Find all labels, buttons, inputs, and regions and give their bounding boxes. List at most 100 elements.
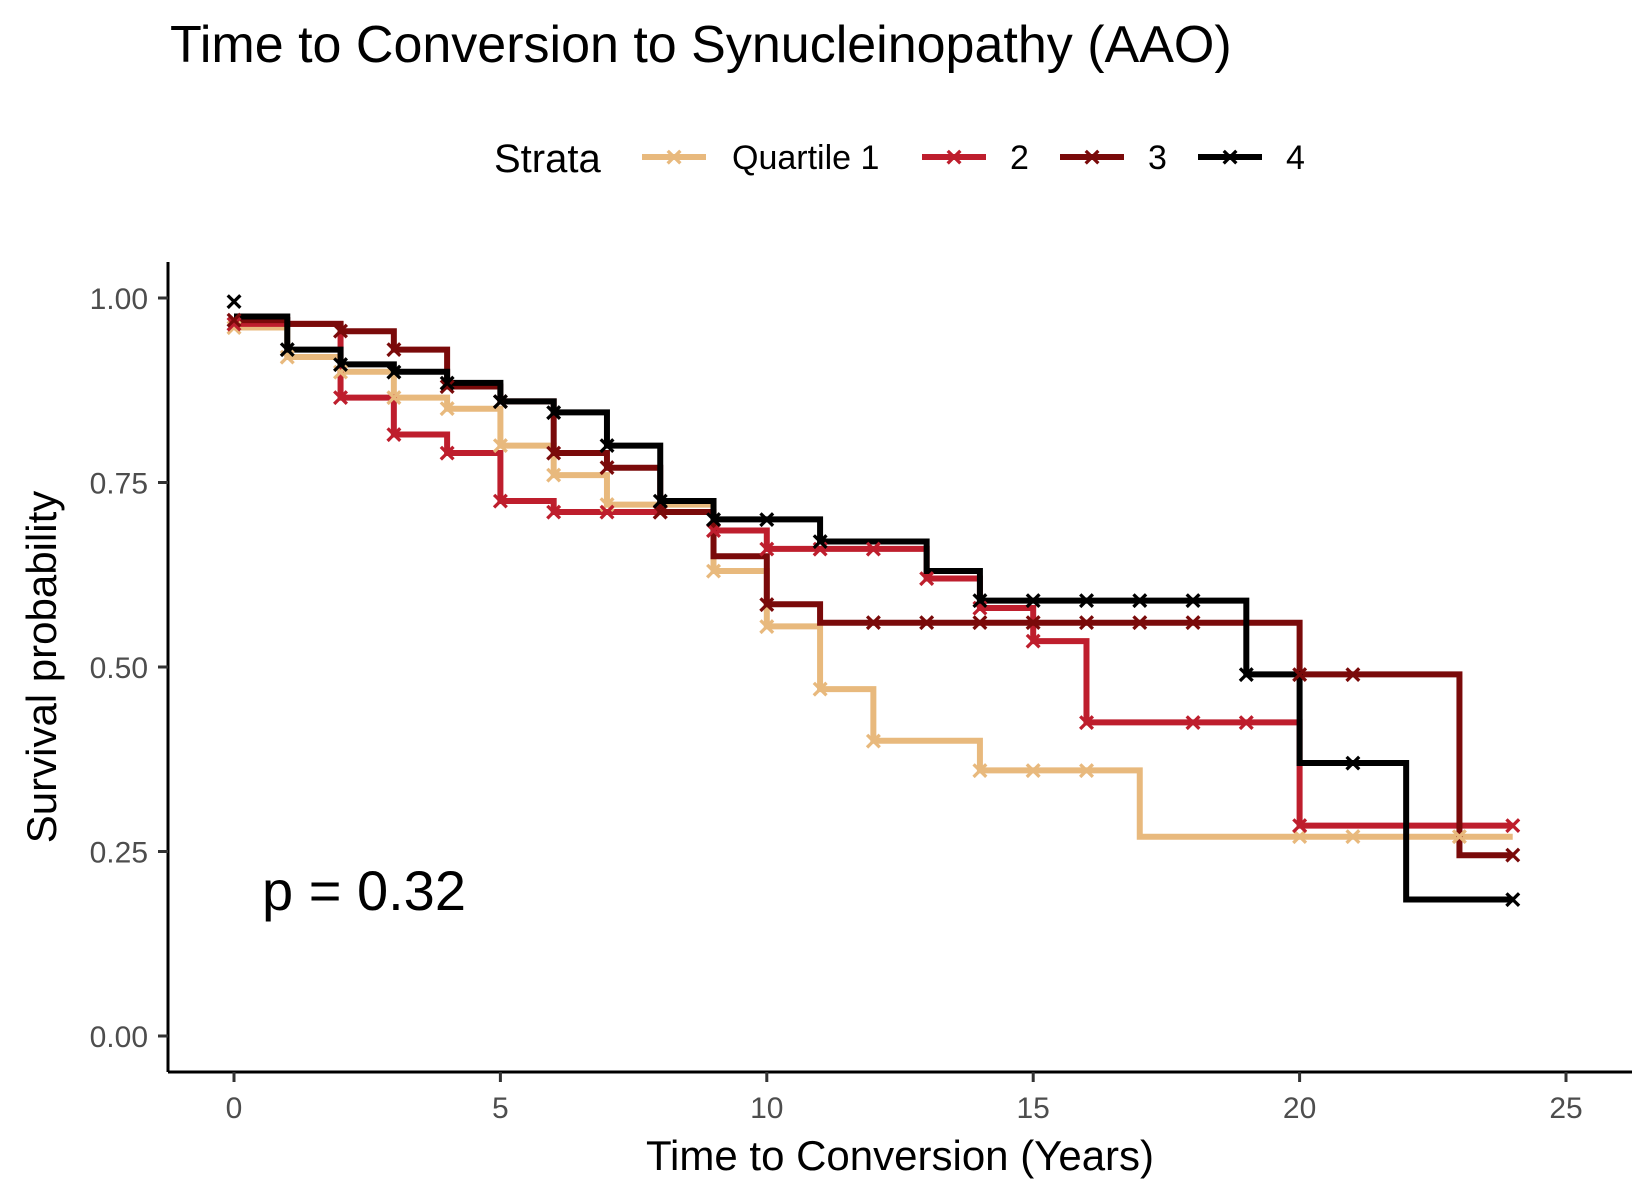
x-tick-label: 25 bbox=[1549, 1092, 1582, 1125]
censor-mark: × bbox=[545, 437, 563, 470]
censor-mark: × bbox=[332, 382, 350, 415]
censor-mark: × bbox=[865, 607, 883, 640]
censor-mark: × bbox=[811, 533, 829, 566]
censor-mark: × bbox=[332, 356, 350, 389]
legend-key-mark: × bbox=[1221, 141, 1239, 174]
x-tick-label: 5 bbox=[492, 1092, 509, 1125]
censor-mark: × bbox=[1184, 706, 1202, 739]
censor-mark: × bbox=[385, 356, 403, 389]
censor-mark: × bbox=[811, 673, 829, 706]
censor-mark: × bbox=[279, 341, 297, 374]
x-tick-label: 20 bbox=[1283, 1092, 1316, 1125]
censor-mark: × bbox=[332, 348, 350, 381]
y-tick-label: 1.00 bbox=[90, 283, 148, 316]
censor-mark: × bbox=[598, 496, 616, 529]
censor-mark: × bbox=[492, 385, 510, 418]
censor-mark: × bbox=[971, 607, 989, 640]
censor-mark: × bbox=[225, 308, 243, 341]
censor-mark: × bbox=[279, 334, 297, 367]
censor-mark: × bbox=[1504, 810, 1522, 843]
censor-mark: × bbox=[865, 725, 883, 758]
censor-mark: × bbox=[651, 485, 669, 518]
chart-title: Time to Conversion to Synucleinopathy (A… bbox=[170, 16, 1232, 74]
censor-mark: × bbox=[651, 496, 669, 529]
censor-mark: × bbox=[438, 371, 456, 404]
censor-mark: × bbox=[1024, 607, 1042, 640]
censor-mark: × bbox=[758, 588, 776, 621]
legend-key-mark: × bbox=[1083, 141, 1101, 174]
legend-label-1: Quartile 1 bbox=[732, 139, 879, 177]
censor-mark: × bbox=[438, 393, 456, 426]
censor-mark: × bbox=[758, 503, 776, 536]
censor-mark: × bbox=[598, 452, 616, 485]
legend: Strata × Quartile 1 × 2 × 3 × 4 bbox=[494, 137, 1305, 181]
censor-mark: × bbox=[1504, 839, 1522, 872]
y-tick-label: 0.25 bbox=[90, 837, 148, 870]
censor-mark: × bbox=[758, 610, 776, 643]
censor-mark: × bbox=[1078, 754, 1096, 787]
censor-mark: × bbox=[225, 286, 243, 319]
y-tick-label: 0.00 bbox=[90, 1021, 148, 1054]
censor-mark: × bbox=[865, 533, 883, 566]
censor-mark: × bbox=[545, 459, 563, 492]
y-tick-label: 0.50 bbox=[90, 652, 148, 685]
plot-area: ×× ×× ××××××××× × ×× × ×××××× × × ××× × ××××× × ×× ×× ×… bbox=[90, 262, 1632, 1125]
censor-mark: × bbox=[918, 607, 936, 640]
censor-mark: × bbox=[1024, 625, 1042, 658]
censor-mark: × bbox=[492, 430, 510, 463]
censor-mark: × bbox=[598, 430, 616, 463]
y-tick-label: 0.75 bbox=[90, 468, 148, 501]
legend-key-mark: × bbox=[945, 141, 963, 174]
censor-mark: × bbox=[971, 585, 989, 618]
legend-label-2: 2 bbox=[1010, 139, 1029, 177]
y-axis-title: Survival probability bbox=[18, 491, 65, 844]
censor-mark: × bbox=[1451, 821, 1469, 854]
censor-mark: × bbox=[971, 592, 989, 625]
censor-mark: × bbox=[1131, 585, 1149, 618]
censor-mark: × bbox=[918, 562, 936, 595]
censor-mark: × bbox=[225, 304, 243, 337]
x-axis-title: Time to Conversion (Years) bbox=[646, 1132, 1154, 1179]
censor-mark: × bbox=[1291, 821, 1309, 854]
censor-mark: × bbox=[492, 385, 510, 418]
legend-key-mark: × bbox=[665, 141, 683, 174]
series-line-4 bbox=[234, 313, 1513, 903]
censor-mark: × bbox=[1131, 607, 1149, 640]
legend-title: Strata bbox=[494, 137, 601, 181]
censor-mark: × bbox=[1184, 607, 1202, 640]
x-tick-label: 0 bbox=[226, 1092, 243, 1125]
censor-mark: × bbox=[705, 503, 723, 536]
x-tick-label: 10 bbox=[750, 1092, 783, 1125]
censor-mark: × bbox=[1024, 585, 1042, 618]
legend-label-3: 3 bbox=[1148, 139, 1167, 177]
censor-mark: × bbox=[971, 754, 989, 787]
censor-mark: × bbox=[1504, 883, 1522, 916]
censor-mark: × bbox=[385, 382, 403, 415]
censor-mark: × bbox=[332, 315, 350, 348]
censor-mark: × bbox=[1344, 747, 1362, 780]
censor-mark: × bbox=[1078, 607, 1096, 640]
series-line-1 bbox=[234, 324, 1513, 840]
censor-mark: × bbox=[705, 514, 723, 547]
censor-mark: × bbox=[758, 533, 776, 566]
censor-mark: × bbox=[705, 555, 723, 588]
censor-mark: × bbox=[225, 312, 243, 345]
censor-mark: × bbox=[1184, 585, 1202, 618]
series-line-3 bbox=[234, 317, 1513, 859]
censor-mark: × bbox=[1291, 658, 1309, 691]
censor-mark: × bbox=[811, 526, 829, 559]
p-value-annotation: p = 0.32 bbox=[262, 859, 466, 922]
censor-mark: × bbox=[1238, 658, 1256, 691]
x-tick-label: 15 bbox=[1017, 1092, 1050, 1125]
censor-mark: × bbox=[438, 367, 456, 400]
censor-mark: × bbox=[1344, 821, 1362, 854]
censor-mark: × bbox=[1238, 706, 1256, 739]
censor-mark: × bbox=[1024, 754, 1042, 787]
censor-mark: × bbox=[1078, 585, 1096, 618]
censor-mark: × bbox=[385, 334, 403, 367]
censor-mark: × bbox=[1344, 658, 1362, 691]
legend-label-4: 4 bbox=[1286, 139, 1305, 177]
censor-mark: × bbox=[651, 496, 669, 529]
censor-mark: × bbox=[545, 396, 563, 429]
